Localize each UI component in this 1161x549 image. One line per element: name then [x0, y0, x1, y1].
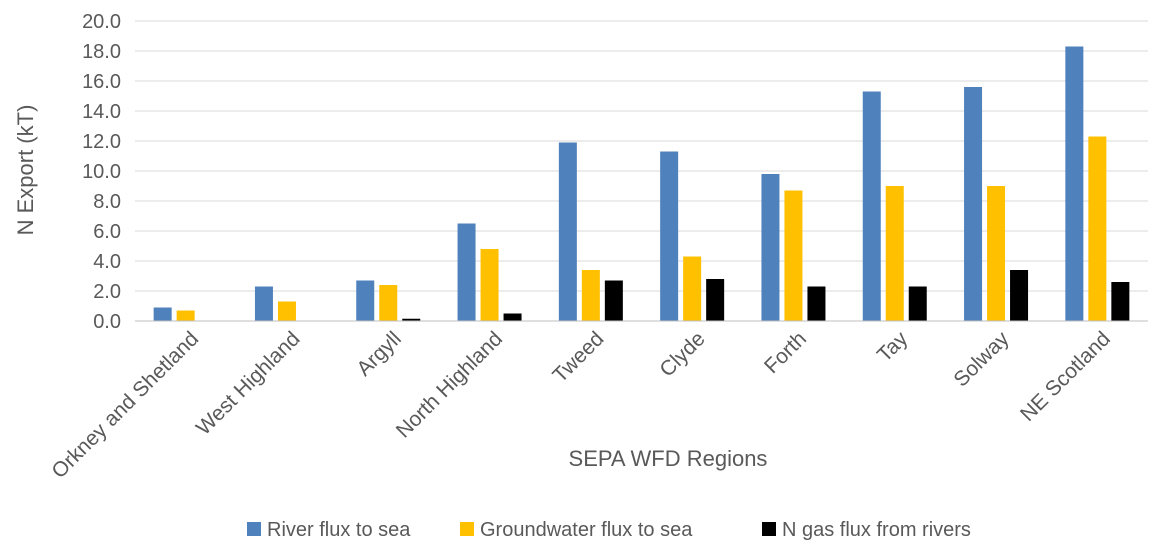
bar-groundwater-flux-to-sea-tweed: [581, 270, 600, 321]
y-axis-title: N Export (kT): [13, 105, 38, 236]
x-category-label: Orkney and Shetland: [47, 327, 203, 483]
legend-label: River flux to sea: [267, 519, 411, 541]
y-tick-label: 0.0: [93, 311, 121, 333]
bar-n-gas-flux-from-rivers-tweed: [604, 280, 623, 321]
bar-river-flux-to-sea-solway: [964, 87, 983, 321]
y-tick-label: 10.0: [82, 161, 121, 183]
y-tick-label: 14.0: [82, 101, 121, 123]
bar-n-gas-flux-from-rivers-argyll: [402, 318, 421, 321]
bar-n-gas-flux-from-rivers-ne-scotland: [1111, 282, 1130, 321]
bar-groundwater-flux-to-sea-tay: [885, 186, 904, 321]
legend-swatch: [247, 522, 261, 536]
gridlines: [135, 20, 1148, 292]
x-category-label: NE Scotland: [1016, 327, 1115, 426]
bar-n-gas-flux-from-rivers-clyde: [706, 279, 725, 321]
bar-river-flux-to-sea-argyll: [356, 280, 375, 321]
bar-groundwater-flux-to-sea-forth: [784, 190, 803, 321]
bar-n-gas-flux-from-rivers-tay: [908, 286, 927, 321]
bar-river-flux-to-sea-tweed: [558, 142, 577, 321]
bars: [153, 46, 1130, 321]
bar-river-flux-to-sea-orkney-and-shetland: [153, 307, 172, 321]
x-category-label: West Highland: [192, 327, 305, 440]
bar-groundwater-flux-to-sea-ne-scotland: [1088, 136, 1107, 321]
x-category-label: Solway: [949, 327, 1013, 391]
bar-n-gas-flux-from-rivers-forth: [807, 286, 826, 321]
legend-label: N gas flux from rivers: [782, 519, 971, 541]
legend-swatch: [460, 522, 474, 536]
y-tick-label: 12.0: [82, 131, 121, 153]
bar-n-gas-flux-from-rivers-solway: [1010, 270, 1029, 321]
bar-groundwater-flux-to-sea-orkney-and-shetland: [176, 310, 195, 321]
bar-river-flux-to-sea-west-highland: [254, 286, 273, 321]
legend-label: Groundwater flux to sea: [480, 519, 693, 541]
bar-river-flux-to-sea-north-highland: [457, 223, 476, 321]
legend: River flux to sea Groundwater flux to sea…: [247, 519, 971, 541]
bar-groundwater-flux-to-sea-clyde: [683, 256, 702, 321]
y-tick-label: 20.0: [82, 11, 121, 33]
bar-groundwater-flux-to-sea-argyll: [379, 285, 398, 321]
bar-groundwater-flux-to-sea-north-highland: [480, 249, 499, 321]
x-category-label: Clyde: [655, 327, 709, 381]
x-category-label: Argyll: [352, 327, 405, 380]
bar-river-flux-to-sea-tay: [862, 91, 881, 321]
x-axis-title: SEPA WFD Regions: [569, 446, 768, 471]
x-category-label: Tay: [873, 327, 913, 367]
bar-river-flux-to-sea-clyde: [660, 151, 679, 321]
y-tick-label: 18.0: [82, 41, 121, 63]
y-tick-label: 2.0: [93, 281, 121, 303]
legend-swatch: [762, 522, 776, 536]
bar-river-flux-to-sea-forth: [761, 174, 780, 321]
x-category-label: North Highland: [392, 327, 507, 442]
y-tick-label: 4.0: [93, 251, 121, 273]
y-axis-ticks: 0.0 2.0 4.0 6.0 8.0 10.0 12.0 14.0 16.0 18.0 20.0: [82, 11, 121, 333]
bar-groundwater-flux-to-sea-west-highland: [277, 301, 296, 321]
x-category-label: Forth: [760, 327, 811, 378]
bar-groundwater-flux-to-sea-solway: [987, 186, 1006, 321]
y-tick-label: 6.0: [93, 221, 121, 243]
bar-river-flux-to-sea-ne-scotland: [1065, 46, 1084, 321]
x-category-label: Tweed: [548, 327, 608, 387]
bar-n-gas-flux-from-rivers-north-highland: [503, 313, 522, 321]
y-tick-label: 8.0: [93, 191, 121, 213]
y-tick-label: 16.0: [82, 71, 121, 93]
